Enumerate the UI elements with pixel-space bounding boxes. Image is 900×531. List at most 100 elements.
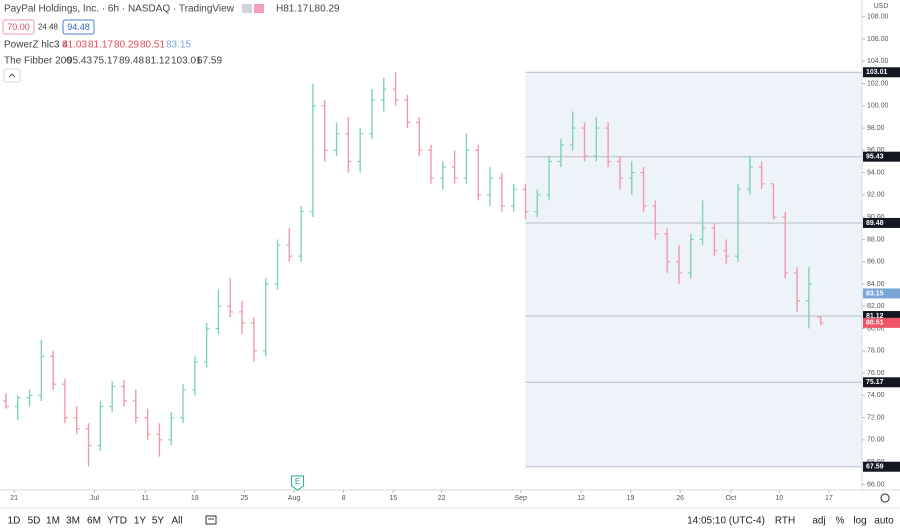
option-button[interactable]: auto [874, 516, 894, 527]
range-button[interactable]: 5Y [152, 516, 165, 527]
y-tick-label: 82.00 [867, 303, 885, 310]
y-tick-label: 102.00 [867, 80, 889, 87]
range-button[interactable]: 6M [87, 516, 101, 527]
icon [242, 4, 252, 13]
price-label: 67.59 [866, 464, 884, 471]
option-button[interactable]: % [836, 516, 845, 527]
x-tick-label: 18 [191, 495, 199, 502]
range-button[interactable]: 1Y [134, 516, 147, 527]
indicator-name: PowerZ hlc3 4 [4, 40, 68, 51]
range-button[interactable]: YTD [107, 516, 127, 527]
x-tick-label: Jul [90, 495, 99, 502]
legend-value: 80.51 [140, 40, 165, 51]
x-tick-label: 8 [342, 495, 346, 502]
x-tick-label: 11 [142, 495, 149, 502]
price-label-box [863, 67, 900, 78]
high-text: H81.17 [276, 4, 309, 15]
earnings-label: E [295, 477, 300, 486]
bid-box[interactable] [2, 19, 35, 35]
y-tick-label: 108.00 [867, 14, 889, 21]
price-label-box [863, 377, 900, 388]
price-label: 75.17 [866, 379, 884, 386]
currency: USD [874, 3, 889, 10]
range-button[interactable]: 1M [46, 516, 60, 527]
ask-box[interactable] [62, 19, 95, 35]
price-label: 83.15 [866, 290, 884, 297]
x-tick-label: Sep [515, 495, 528, 502]
y-tick-label: 78.00 [867, 348, 885, 355]
x-tick-label: 26 [676, 495, 684, 502]
range-button[interactable]: 5D [28, 516, 41, 527]
y-tick-label: 90.00 [867, 214, 885, 221]
y-tick-label: 88.00 [867, 236, 885, 243]
y-tick-label: 86.00 [867, 259, 885, 266]
y-tick-label: 98.00 [867, 125, 885, 132]
collapse-button[interactable] [3, 68, 21, 83]
y-tick-label: 70.00 [867, 437, 885, 444]
legend-value: 80.29 [114, 40, 139, 51]
price-label-box [863, 461, 900, 472]
legend-value: 83.15 [166, 40, 191, 51]
price-label-box [863, 288, 900, 299]
icon [254, 4, 264, 13]
x-tick-label: 15 [389, 495, 397, 502]
price-label-box [863, 151, 900, 162]
price-label: 103.01 [866, 69, 888, 76]
legend-value: 95.43 [67, 56, 92, 67]
x-tick-label: 25 [241, 495, 249, 502]
clock: 14:05:10 (UTC-4) [687, 516, 765, 527]
x-tick-label: 12 [577, 495, 585, 502]
x-tick-label: 22 [438, 495, 446, 502]
price-label: 89.48 [866, 220, 884, 227]
x-tick-label: Aug [288, 495, 301, 502]
y-tick-label: 94.00 [867, 169, 885, 176]
legend-value: 67.59 [197, 56, 222, 67]
collapse-icon [8, 73, 16, 78]
price-label: 80.51 [866, 320, 884, 327]
range-button[interactable]: 3M [66, 516, 80, 527]
x-tick-label: 10 [775, 495, 783, 502]
range-button[interactable]: 1D [8, 516, 21, 527]
legend-value: 75.17 [93, 56, 118, 67]
price-label: 95.43 [866, 154, 884, 161]
price-label-box [863, 217, 900, 228]
price-label-box [863, 311, 900, 322]
y-tick-label: 92.00 [867, 192, 885, 199]
legend-value: 103.01 [171, 56, 202, 67]
chart-title: PayPal Holdings, Inc. · 6h · NASDAQ · Tr… [4, 4, 235, 15]
x-tick-label: 17 [825, 495, 833, 502]
legend-value: 81.17 [88, 40, 113, 51]
bid[interactable]: 70.00 [7, 22, 30, 32]
range-button[interactable]: All [171, 516, 182, 527]
date-range-icon[interactable] [205, 515, 217, 525]
indicator-name: The Fibber 200 [4, 56, 72, 67]
price-label-box [863, 317, 900, 328]
y-tick-label: 96.00 [867, 147, 885, 154]
option-button[interactable]: log [853, 516, 866, 527]
low-text: L80.29 [309, 4, 340, 15]
x-tick-label: 19 [627, 495, 635, 502]
fibber-band [525, 72, 862, 467]
y-tick-label: 66.00 [867, 481, 885, 488]
earnings-marker [291, 475, 305, 491]
legend-value: 81.12 [145, 56, 170, 67]
y-tick-label: 72.00 [867, 414, 885, 421]
y-tick-label: 100.00 [867, 103, 889, 110]
option-button[interactable]: RTH [775, 516, 795, 527]
legend-value: 81.03 [62, 40, 87, 51]
settings-icon[interactable] [880, 493, 890, 503]
band-layer [525, 71, 862, 468]
spread: 24.48 [38, 23, 59, 32]
ask[interactable]: 94.48 [67, 22, 90, 32]
legend-value: 89.48 [119, 56, 144, 67]
y-tick-label: 104.00 [867, 58, 889, 65]
price-label: 81.12 [866, 313, 884, 320]
y-tick-label: 76.00 [867, 370, 885, 377]
y-tick-label: 80.00 [867, 325, 885, 332]
y-tick-label: 74.00 [867, 392, 885, 399]
y-tick-label: 84.00 [867, 281, 885, 288]
x-tick-label: 21 [10, 495, 18, 502]
option-button[interactable]: adj [812, 516, 825, 527]
